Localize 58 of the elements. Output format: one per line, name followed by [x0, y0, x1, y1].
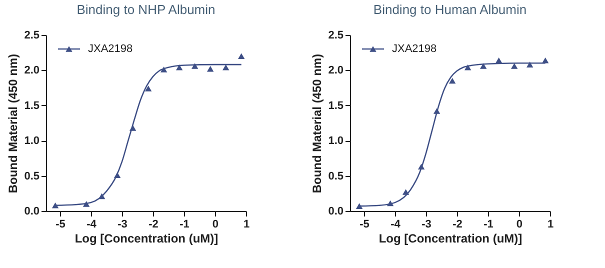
x-tick-label: 0: [212, 218, 219, 230]
point: [433, 108, 440, 114]
point: [52, 202, 59, 208]
point: [191, 63, 198, 69]
y-tick-label: 1.0: [24, 135, 40, 148]
point: [480, 63, 487, 69]
point: [526, 62, 534, 68]
y-tick-label: 2.0: [24, 64, 40, 77]
x-tick-label: -4: [86, 218, 98, 230]
x-tick-label: -3: [118, 218, 128, 230]
point: [510, 63, 518, 69]
point: [98, 193, 106, 200]
x-tick-label: -5: [56, 218, 66, 230]
point: [114, 172, 121, 178]
y-axis-title: Bound Material (450 nm): [6, 54, 20, 194]
point: [206, 66, 214, 72]
y-tick-label: 0.5: [328, 170, 344, 182]
y-tick-label: 0.0: [24, 206, 40, 218]
point: [356, 203, 363, 209]
x-tick-label: -4: [390, 218, 402, 230]
x-axis-title: Log [Concentration (uM)]: [74, 232, 218, 246]
y-axis-title: Bound Material (450 nm): [310, 54, 324, 194]
legend-label: JXA2198: [88, 43, 133, 55]
point: [448, 78, 456, 84]
x-tick-label: 1: [547, 218, 554, 230]
legend-label: JXA2198: [392, 43, 437, 55]
x-tick-label: -1: [180, 218, 190, 230]
x-axis-title: Log [Concentration (uM)]: [378, 232, 522, 246]
point: [129, 125, 136, 131]
y-tick-label: 2.5: [328, 30, 344, 42]
point: [160, 66, 168, 72]
y-tick-label: 0.5: [24, 170, 40, 182]
point: [238, 53, 245, 60]
point: [176, 64, 183, 70]
y-tick-label: 1.5: [328, 100, 344, 112]
x-tick-label: 1: [243, 218, 250, 230]
x-tick-label: -2: [148, 218, 158, 230]
y-tick-label: 2.5: [24, 30, 40, 42]
point: [542, 57, 549, 64]
point: [402, 189, 410, 195]
x-tick-label: -2: [452, 218, 462, 230]
point: [222, 64, 230, 70]
x-tick-label: -3: [422, 218, 432, 230]
y-tick-label: 2.0: [328, 64, 344, 77]
x-tick-label: -5: [360, 218, 370, 230]
point: [495, 57, 502, 64]
y-tick-label: 0.0: [328, 206, 344, 218]
point: [418, 164, 425, 170]
point: [82, 201, 90, 207]
point: [386, 200, 394, 206]
x-tick-label: 0: [516, 218, 523, 230]
point: [464, 64, 472, 70]
y-tick-label: 1.0: [328, 135, 344, 148]
y-tick-label: 1.5: [24, 100, 40, 112]
chart-title: Binding to NHP Albumin: [76, 2, 216, 17]
chart-title: Binding to Human Albumin: [373, 2, 527, 17]
x-tick-label: -1: [484, 218, 494, 230]
point: [144, 86, 152, 92]
